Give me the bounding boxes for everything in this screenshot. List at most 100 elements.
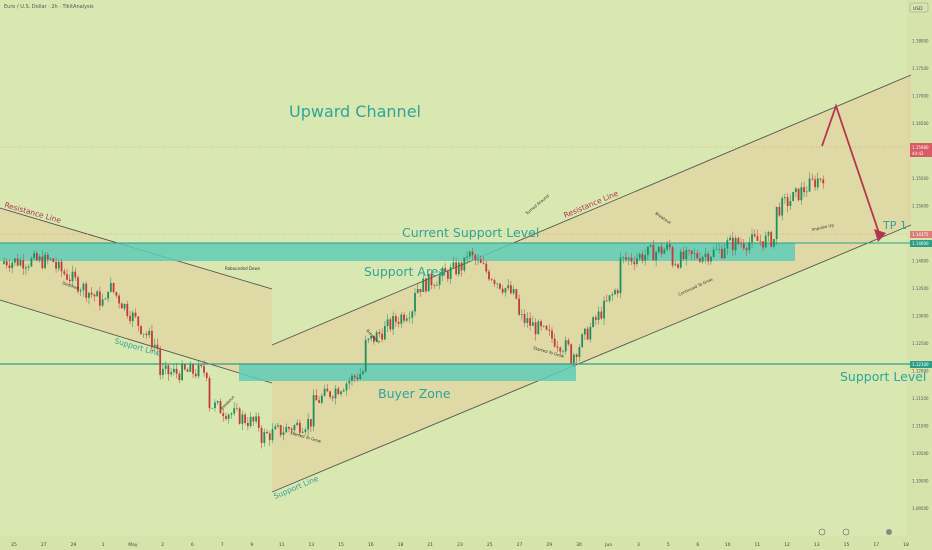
candle-body xyxy=(564,340,567,352)
candle-body xyxy=(362,371,364,374)
candle-body xyxy=(255,416,257,422)
candle-body xyxy=(115,292,118,296)
candle-body xyxy=(460,262,463,271)
note-breakout-1: Breakout xyxy=(219,394,236,411)
candle-body xyxy=(723,248,726,259)
candle-body xyxy=(720,248,723,259)
candle-body xyxy=(214,402,216,409)
y-tick-label: 1.18000 xyxy=(912,39,929,44)
currency-badge[interactable] xyxy=(909,2,929,13)
x-tick-label: 9 xyxy=(250,542,253,548)
candle-body xyxy=(293,425,296,431)
candle-body xyxy=(219,400,222,414)
candle-body xyxy=(203,366,205,373)
candle-body xyxy=(457,262,460,275)
x-tick-label: 1 xyxy=(102,542,105,548)
candle-body xyxy=(123,303,126,309)
candle-body xyxy=(578,347,581,357)
candle-body xyxy=(499,283,501,289)
candle-body xyxy=(394,316,397,322)
candle-body xyxy=(279,425,282,435)
price-axis-bg xyxy=(907,0,932,550)
x-tick-label: 10 xyxy=(725,542,731,548)
candle-body xyxy=(46,254,49,260)
candle-body xyxy=(493,280,496,284)
candle-body xyxy=(205,372,208,379)
candle-body xyxy=(249,416,252,427)
support-level-badge xyxy=(910,361,932,368)
candle-body xyxy=(74,271,77,278)
candle-body xyxy=(216,400,219,403)
candle-body xyxy=(164,365,167,369)
x-tick-label: 11 xyxy=(279,542,285,548)
candle-body xyxy=(271,429,274,441)
candle-body xyxy=(803,187,805,193)
globe-icon[interactable] xyxy=(842,528,850,536)
clock-icon[interactable] xyxy=(818,528,826,536)
candle-body xyxy=(375,332,378,342)
candle-body xyxy=(263,431,266,444)
candle-body xyxy=(41,256,44,269)
candle-body xyxy=(189,364,192,372)
candle-body xyxy=(104,298,107,300)
buyer-zone xyxy=(239,364,576,381)
candle-body xyxy=(153,344,156,348)
candle-body xyxy=(762,241,764,248)
y-tick-label: 1.10000 xyxy=(912,479,929,484)
candle-body xyxy=(96,291,99,297)
y-tick-label: 1.15500 xyxy=(912,176,929,181)
candle-body xyxy=(652,245,655,261)
candle-body xyxy=(529,318,531,326)
candle-body xyxy=(230,413,233,415)
candle-body xyxy=(57,261,60,269)
candle-body xyxy=(419,289,422,293)
candle-body xyxy=(236,408,238,409)
candle-body xyxy=(109,282,112,292)
candle-body xyxy=(611,294,614,296)
x-tick-label: 18 xyxy=(903,542,909,548)
candle-body xyxy=(501,288,504,293)
candle-body xyxy=(299,422,301,433)
candle-body xyxy=(677,264,679,268)
candle-body xyxy=(337,388,340,395)
candle-body xyxy=(712,249,715,257)
candle-body xyxy=(340,391,342,395)
candle-body xyxy=(22,260,25,269)
candle-body xyxy=(510,285,512,294)
candle-body xyxy=(822,179,825,184)
candle-body xyxy=(44,254,46,269)
candle-body xyxy=(25,267,27,269)
candle-body xyxy=(27,266,30,268)
x-tick-label: 6 xyxy=(191,542,194,548)
x-tick-label: 2 xyxy=(161,542,164,548)
candle-body xyxy=(729,237,731,241)
y-tick-label: 1.12500 xyxy=(912,341,929,346)
candle-body xyxy=(373,336,375,342)
candle-body xyxy=(378,332,381,334)
candle-body xyxy=(52,258,55,262)
candle-body xyxy=(326,388,329,392)
candle-body xyxy=(699,258,701,262)
candle-body xyxy=(805,191,808,193)
candle-body xyxy=(556,346,559,348)
candle-body xyxy=(175,368,178,374)
y-tick-label: 1.14000 xyxy=(912,259,929,264)
candle-body xyxy=(309,419,312,427)
candle-body xyxy=(701,257,704,262)
candle-body xyxy=(118,295,120,304)
candle-body xyxy=(151,330,153,348)
x-tick-label: May xyxy=(128,542,138,548)
candle-body xyxy=(608,295,611,301)
x-tick-label: 18 xyxy=(398,542,404,548)
upward-channel-fill xyxy=(272,75,911,492)
candle-body xyxy=(600,311,603,319)
candle-body xyxy=(38,256,41,261)
candle-body xyxy=(131,312,134,322)
candle-body xyxy=(66,274,68,280)
candle-body xyxy=(211,408,214,409)
candle-body xyxy=(463,257,466,271)
candle-body xyxy=(320,395,323,403)
candle-body xyxy=(93,294,96,297)
support-level-badge-text: 1.12100 xyxy=(912,362,929,367)
candle-body xyxy=(444,268,447,272)
